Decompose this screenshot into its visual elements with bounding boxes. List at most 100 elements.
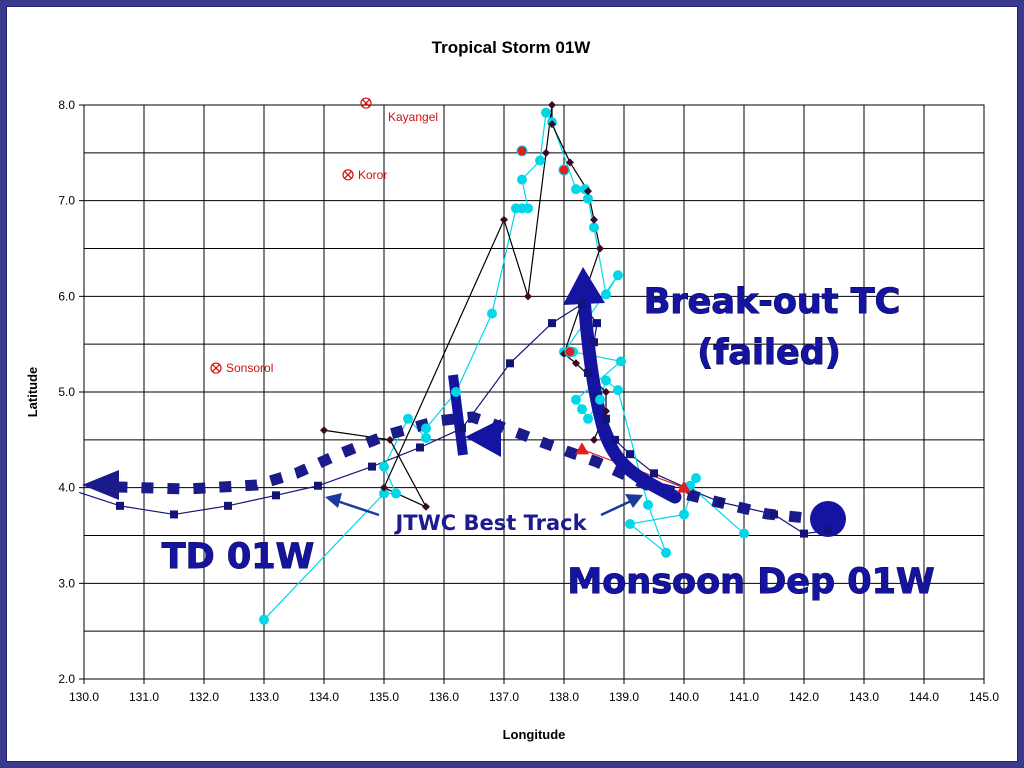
x-tick-label: 144.0 [909,690,939,704]
track-point-circle [421,423,431,434]
y-tick-labels: 2.0 3.0 4.0 5.0 6.0 7.0 8.0 [58,98,75,686]
track-point-square [584,368,592,377]
annotation-breakout: Break-out TC [644,282,901,322]
track-point-circle [571,184,581,195]
track-point-circle [541,107,551,118]
place-marker-cross [212,364,220,373]
track-point-red [558,164,570,176]
track-point-square [770,510,778,519]
track-point-diamond [548,101,556,109]
x-tick-label: 132.0 [189,690,219,704]
annotations: Break-out TC (failed) TD 01W Monsoon Dep 01… [161,282,935,603]
track-point-circle [625,519,635,530]
annotation-monsoon: Monsoon Dep 01W [567,562,934,602]
track-point-red [564,346,576,358]
x-tick-labels: 130.0 131.0 132.0 133.0 134.0 135.0 136.0 137.0… [69,690,999,704]
track-point-circle [601,289,611,300]
annotation-jtwc: JTWC Best Track [393,511,587,535]
track-point-square [416,443,424,452]
track-point-square [578,299,586,308]
track-point-circle [421,432,431,443]
y-tick-label: 5.0 [58,385,75,399]
track-overlay [82,267,846,537]
track-point-diamond [590,215,598,224]
track-point-circle [487,308,497,319]
place-kayangel: Kayangel [360,97,438,124]
place-marker-cross [362,99,370,108]
track-point-square [800,529,808,538]
track-point-circle [739,528,749,539]
x-tick-label: 145.0 [969,690,999,704]
track-point-square [548,319,556,328]
x-tick-label: 139.0 [609,690,639,704]
x-tick-label: 140.0 [669,690,699,704]
track-point-circle [613,270,623,281]
breakout-arrowhead [563,267,605,305]
genesis-point [810,501,846,537]
track-point-square [650,469,658,478]
annotation-failed: (failed) [697,333,841,373]
track-point-circle [613,385,623,396]
track-arrowhead-mid [465,419,501,457]
track-point-circle [535,155,545,166]
track-point-square [602,414,610,423]
series-line-2 [323,104,607,509]
y-tick-label: 3.0 [58,576,75,590]
track-point-diamond [596,244,604,253]
y-tick-label: 2.0 [58,672,75,686]
track-point-circle [571,394,581,405]
plot-area: 130.0 131.0 132.0 133.0 134.0 135.0 136.0 137.0… [58,97,999,704]
track-point-square [116,501,124,510]
track-point-square [170,510,178,519]
track-point-circle [601,375,611,386]
track-point-square [626,450,634,459]
track-point-diamond [572,359,580,368]
track-point-triangle [677,480,691,493]
track-point-circle [691,473,701,484]
analysis-track-dashed [116,411,828,526]
track-point-diamond [524,292,532,301]
x-tick-label: 136.0 [429,690,459,704]
track-point-diamond [602,388,610,396]
track-point-square [506,359,514,368]
track-point-circle [379,488,389,499]
place-marker-cross [344,170,352,179]
jtwc-pointer-right [600,499,632,517]
series-markers [116,101,832,625]
track-point-circle [643,499,653,510]
track-point-diamond [386,435,394,444]
track-point-circle [616,356,626,367]
x-tick-label: 138.0 [549,690,579,704]
y-tick-label: 7.0 [58,194,75,208]
x-tick-label: 137.0 [489,690,519,704]
track-point-circle [589,222,599,233]
track-point-diamond [380,483,388,492]
y-tick-label: 6.0 [58,289,75,303]
track-point-circle [391,488,401,499]
track-point-circle [379,461,389,472]
track-point-circle [517,174,527,185]
y-tick-label: 8.0 [58,98,75,112]
place-label: Sonsorol [226,361,273,375]
chart: Tropical Storm 01W 130.0 131.0 132.0 133.0 1… [25,38,999,742]
track-point-square [593,319,601,328]
track-point-diamond [542,148,550,157]
track-point-circle [403,413,413,424]
x-tick-label: 131.0 [129,690,159,704]
track-point-square [716,498,724,507]
place-label: Kayangel [388,110,438,124]
x-tick-label: 141.0 [729,690,759,704]
track-point-square [824,526,832,535]
track-point-square [458,424,466,433]
y-axis-label: Latitude [25,367,40,418]
track-point-diamond [602,407,610,416]
x-tick-label: 135.0 [369,690,399,704]
track-point-triangle [575,442,589,455]
track-point-diamond [584,187,592,196]
track-point-circle [451,387,461,397]
track-point-red [516,145,528,157]
track-point-square [272,491,280,500]
track-point-square [590,338,598,347]
track-point-diamond [566,158,574,167]
track-point-diamond [548,120,556,129]
